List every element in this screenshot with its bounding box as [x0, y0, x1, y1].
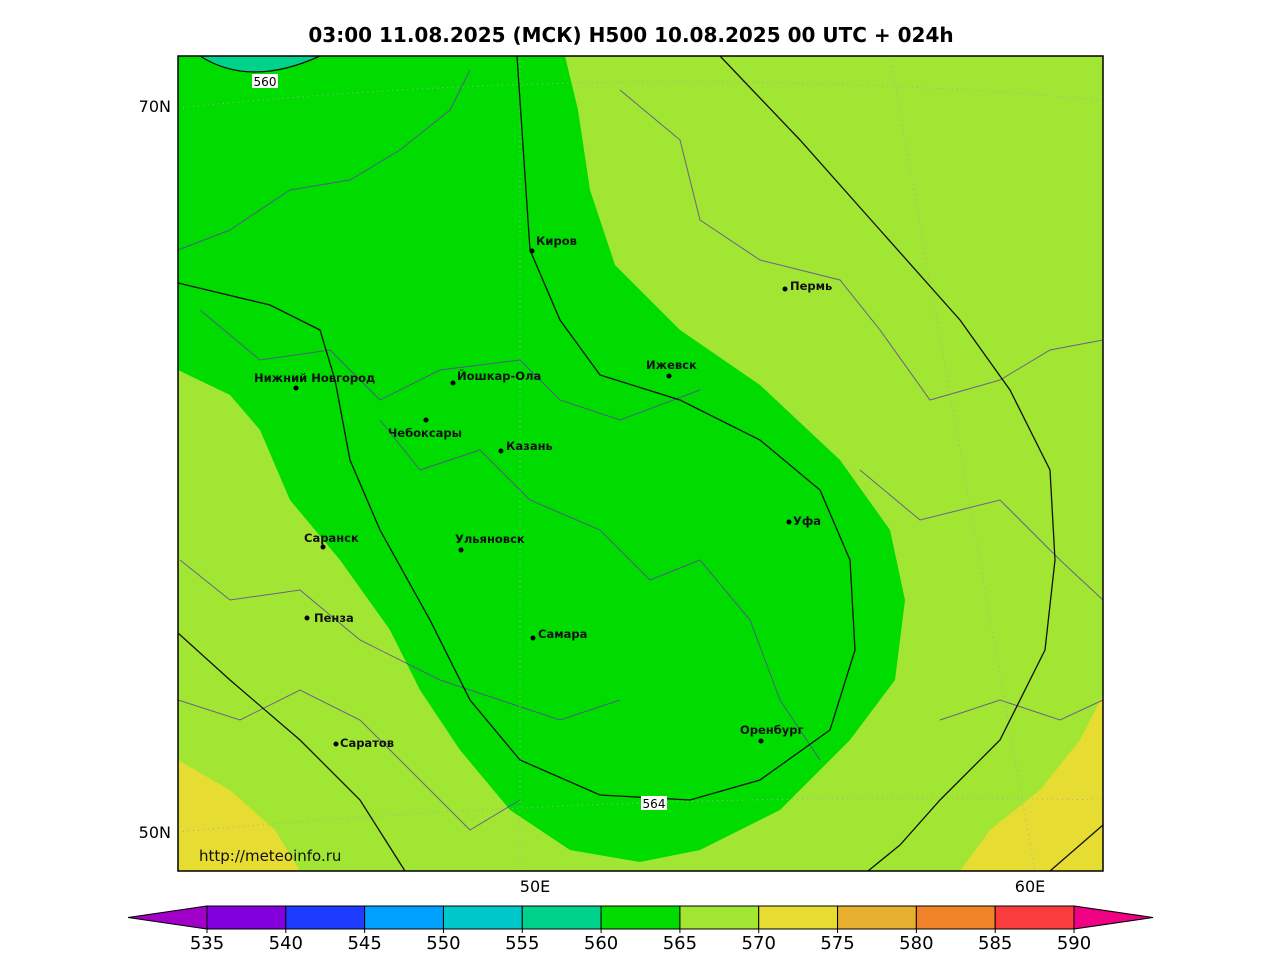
- city-dot: [666, 373, 672, 379]
- city-label: Йошкар-Ола: [457, 368, 541, 383]
- borders: [177, 69, 1104, 831]
- city-dot: [320, 544, 326, 550]
- city-dot: [450, 380, 456, 386]
- map: 560 564 Киров Пермь Нижний Новгород Йошк…: [177, 55, 1104, 872]
- colorbar-box: [915, 905, 996, 930]
- band-565: [178, 56, 905, 862]
- city-label: Нижний Новгород: [254, 371, 375, 385]
- graticule: [177, 55, 1104, 872]
- city-label: Пермь: [790, 279, 832, 293]
- city-dot: [293, 385, 299, 391]
- city-label: Ульяновск: [455, 532, 525, 546]
- colorbar-box: [364, 905, 444, 930]
- colorbar-box: [600, 905, 681, 930]
- colorbar-tick-label: 535: [190, 933, 224, 954]
- source-url: http://meteoinfo.ru: [199, 847, 341, 865]
- colorbar-box: [206, 905, 287, 930]
- colorbar-box: [442, 905, 523, 930]
- map-frame: [177, 55, 1104, 872]
- city-dot: [786, 519, 792, 525]
- city-label: Чебоксары: [388, 426, 462, 440]
- city-dot: [458, 547, 464, 553]
- lat-label: 50N: [139, 823, 171, 842]
- city-label: Саранск: [304, 531, 359, 545]
- city-dot: [529, 248, 535, 254]
- colorbar-tick-label: 580: [899, 933, 933, 954]
- contour-label-box: [252, 74, 278, 88]
- colorbar-box: [521, 905, 602, 930]
- city-dot: [498, 448, 504, 454]
- city-dot: [423, 417, 429, 423]
- colorbar-tick-label: 550: [426, 933, 460, 954]
- band-575: [178, 760, 300, 871]
- colorbar-under: [127, 905, 208, 930]
- city-label: Пенза: [314, 611, 354, 625]
- colorbar-tick-label: 565: [663, 933, 697, 954]
- city-dot: [304, 615, 310, 621]
- colorbar-tick-label: 545: [347, 933, 381, 954]
- colorbar-box: [837, 905, 917, 930]
- city-dot: [758, 738, 764, 744]
- colorbar-tick-label: 560: [584, 933, 618, 954]
- colorbar-box: [994, 905, 1075, 930]
- colorbar-over: [1073, 905, 1154, 930]
- band-575: [960, 695, 1103, 871]
- colorbar-box: [679, 905, 760, 930]
- colorbar-tick-label: 555: [505, 933, 539, 954]
- city-dot: [782, 286, 788, 292]
- colorbar-tick-label: 590: [1057, 933, 1091, 954]
- cities: Киров Пермь Нижний Новгород Йошкар-Ола И…: [254, 234, 832, 750]
- city-label: Самара: [538, 627, 587, 641]
- band-560: [200, 56, 320, 72]
- city-label: Ижевск: [646, 358, 697, 372]
- colorbar-tick-label: 575: [820, 933, 854, 954]
- city-label: Саратов: [340, 736, 394, 750]
- lon-label: 60E: [1015, 877, 1045, 896]
- colorbar-tick-label: 585: [978, 933, 1012, 954]
- contour-label: 560: [254, 75, 277, 89]
- contour-label-box: [641, 796, 667, 810]
- contours: [177, 55, 1104, 872]
- city-label: Уфа: [793, 514, 821, 528]
- colorbar-tick-label: 570: [742, 933, 776, 954]
- colorbar: 535 540 545 550 555 560 565 570 575 580 585 590: [127, 905, 1154, 954]
- colorbar-tick-label: 540: [269, 933, 303, 954]
- city-label: Киров: [536, 234, 577, 248]
- city-label: Оренбург: [740, 723, 804, 737]
- title: 03:00 11.08.2025 (МСК) H500 10.08.2025 0…: [308, 23, 953, 47]
- city-label: Казань: [506, 439, 553, 453]
- colorbar-box: [758, 905, 839, 930]
- colorbar-box: [285, 905, 366, 930]
- lat-label: 70N: [139, 97, 171, 116]
- city-dot: [530, 635, 536, 641]
- lon-label: 50E: [520, 877, 550, 896]
- city-dot: [333, 741, 339, 747]
- contour-label: 564: [643, 797, 666, 811]
